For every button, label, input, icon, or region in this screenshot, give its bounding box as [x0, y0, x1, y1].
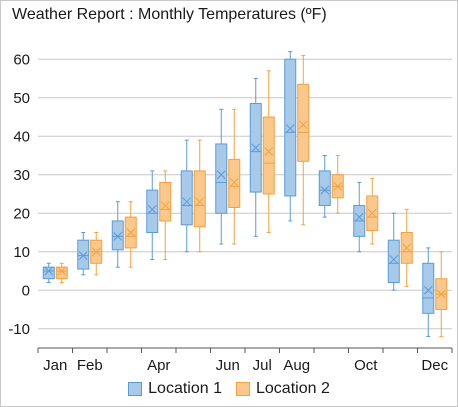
box-location-2 [262, 116, 275, 195]
box-location-1 [387, 239, 400, 284]
box-location-1 [422, 262, 435, 314]
x-tick-label: Jun [216, 357, 240, 374]
box-location-2 [193, 170, 206, 228]
x-tick-label: Dec [421, 357, 448, 374]
box-location-1 [111, 220, 124, 251]
mean-marker [285, 124, 295, 133]
y-tick-label: 40 [13, 128, 30, 145]
box-location-1 [42, 266, 55, 280]
mean-marker [182, 197, 192, 207]
box-location-1 [318, 170, 331, 207]
mean-marker [423, 285, 433, 295]
mean-marker [113, 231, 123, 241]
legend: Location 1 Location 2 [0, 380, 458, 398]
y-tick-label: -10 [8, 321, 30, 338]
mean-marker [436, 289, 446, 299]
box-location-1 [215, 143, 228, 214]
mean-marker [57, 266, 67, 276]
mean-marker [402, 243, 412, 253]
mean-marker [195, 197, 205, 207]
box-location-2 [297, 83, 310, 162]
mean-marker [126, 228, 136, 237]
mean-marker [91, 247, 101, 257]
mean-marker [229, 178, 239, 187]
mean-marker [216, 170, 226, 180]
y-tick-label: 60 [13, 51, 30, 68]
y-tick-label: 30 [13, 167, 30, 184]
y-tick-label: 0 [22, 282, 30, 299]
legend-swatch-location-2 [236, 382, 250, 396]
mean-marker [333, 181, 343, 191]
legend-item-location-2[interactable]: Location 2 [236, 380, 330, 398]
box-location-2 [228, 158, 241, 208]
x-tick-label: Aug [283, 357, 310, 374]
mean-marker [44, 266, 54, 276]
box-location-1 [284, 58, 297, 197]
x-tick-label: Jan [43, 357, 67, 374]
box-location-2 [55, 266, 68, 280]
mean-marker [367, 208, 377, 218]
box-location-1 [77, 239, 90, 270]
mean-marker [354, 212, 364, 222]
y-tick-label: 20 [13, 205, 30, 222]
x-tick-label: Apr [147, 357, 170, 374]
box-location-1 [180, 170, 193, 226]
mean-marker [78, 251, 88, 260]
mean-marker [147, 205, 157, 214]
mean-marker [160, 201, 170, 210]
y-tick-label: 10 [13, 244, 30, 261]
mean-marker [389, 255, 399, 264]
box-location-1 [146, 189, 159, 233]
y-tick-label: 50 [13, 90, 30, 107]
legend-label-location-2: Location 2 [256, 380, 330, 397]
legend-swatch-location-1 [128, 382, 143, 396]
x-tick-label: Feb [77, 357, 103, 374]
legend-label-location-1: Location 1 [148, 380, 222, 397]
mean-marker [251, 143, 261, 153]
chart-title: Weather Report : Monthly Temperatures (º… [12, 6, 327, 23]
mean-marker [298, 120, 308, 130]
x-tick-label: Oct [354, 357, 378, 374]
box-location-2 [159, 181, 172, 222]
mean-marker [320, 185, 330, 195]
mean-marker [264, 147, 274, 157]
x-tick-label: Jul [253, 357, 272, 374]
legend-item-location-1[interactable]: Location 1 [128, 380, 222, 398]
